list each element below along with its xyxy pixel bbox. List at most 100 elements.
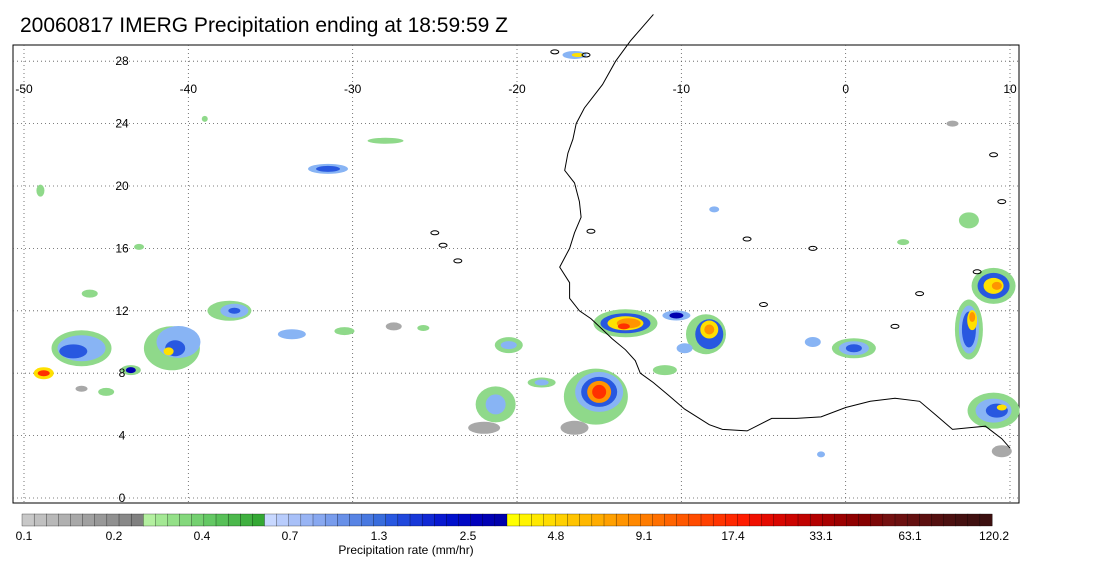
- colorbar-swatch: [858, 513, 872, 527]
- colorbar-swatch: [615, 513, 629, 527]
- colorbar-swatch: [640, 513, 653, 527]
- colorbar-swatch: [579, 513, 593, 527]
- precip-cell: [560, 420, 589, 435]
- colorbar-swatch: [518, 513, 532, 527]
- colorbar-swatch: [46, 513, 59, 527]
- precip-cell: [134, 243, 145, 250]
- colorbar-swatch: [58, 513, 71, 527]
- colorbar-swatch: [361, 513, 375, 527]
- colorbar-swatch: [434, 513, 447, 527]
- colorbar-swatch: [664, 513, 678, 527]
- longitude-label: -40: [180, 82, 198, 96]
- colorbar-swatch: [809, 513, 823, 527]
- precip-cell: [485, 394, 506, 415]
- colorbar-swatch: [82, 513, 96, 527]
- colorbar-swatch: [494, 513, 508, 527]
- island-outline: [759, 302, 768, 308]
- latitude-label: 12: [115, 304, 129, 318]
- longitude-label: -30: [344, 82, 362, 96]
- colorbar-swatch: [797, 513, 811, 527]
- colorbar-swatch: [385, 513, 399, 527]
- colorbar-swatch: [337, 513, 350, 527]
- colorbar-swatch: [943, 513, 957, 527]
- colorbar-swatch: [761, 513, 775, 527]
- precip-cell: [334, 327, 355, 336]
- colorbar-swatch: [470, 513, 484, 527]
- colorbar-swatch: [555, 513, 569, 527]
- colorbar-swatch: [712, 513, 726, 527]
- precip-cell: [845, 344, 862, 353]
- island-outline: [438, 242, 448, 248]
- precip-cell: [571, 52, 584, 57]
- colorbar-swatch: [421, 513, 435, 527]
- colorbar-swatch: [688, 513, 702, 527]
- precip-cell: [36, 184, 45, 197]
- colorbar-swatch: [822, 513, 835, 527]
- island-outline: [915, 291, 925, 297]
- colorbar-swatch: [179, 513, 193, 527]
- colorbar-swatch: [33, 513, 47, 527]
- colorbar-swatch: [167, 513, 181, 527]
- colorbar-tick-label: 2.5: [460, 529, 477, 543]
- colorbar-swatch: [531, 513, 544, 527]
- colorbar-tick-label: 9.1: [636, 529, 653, 543]
- island-outline: [430, 230, 440, 236]
- colorbar-swatch: [240, 513, 253, 527]
- colorbar-tick-label: 0.2: [106, 529, 123, 543]
- latitude-label: 24: [115, 117, 129, 131]
- precip-cell: [277, 329, 306, 340]
- colorbar-swatch: [882, 513, 896, 527]
- colorbar: [21, 513, 993, 527]
- colorbar-tick-label: 120.2: [979, 529, 1009, 543]
- precip-cell: [958, 212, 979, 229]
- colorbar-swatch: [106, 513, 120, 527]
- colorbar-swatch: [288, 513, 302, 527]
- colorbar-label: Precipitation rate (mm/hr): [338, 543, 473, 557]
- colorbar-swatch: [191, 513, 205, 527]
- colorbar-swatch: [846, 513, 860, 527]
- colorbar-swatch: [312, 513, 326, 527]
- precip-cell: [897, 239, 910, 246]
- colorbar-tick-label: 0.7: [282, 529, 299, 543]
- colorbar-swatch: [919, 513, 932, 527]
- precip-cell: [125, 367, 136, 374]
- precip-cell: [59, 344, 88, 359]
- latitude-label: 8: [119, 366, 126, 380]
- colorbar-swatch: [264, 513, 278, 527]
- island-outline: [550, 49, 560, 55]
- precip-cell: [996, 404, 1007, 411]
- colorbar-swatch: [785, 513, 799, 527]
- colorbar-swatch: [349, 513, 362, 527]
- precip-cell: [367, 137, 404, 144]
- colorbar-swatch: [252, 513, 265, 527]
- colorbar-swatch: [676, 513, 690, 527]
- precip-cell: [316, 165, 341, 172]
- colorbar-tick-label: 1.3: [371, 529, 388, 543]
- colorbar-swatch: [870, 513, 884, 527]
- precip-cell: [652, 365, 677, 376]
- precip-cell: [946, 120, 959, 127]
- precip-cell: [804, 337, 821, 347]
- coastline: [559, 14, 1011, 449]
- colorbar-swatch: [628, 513, 641, 527]
- colorbar-swatch: [834, 513, 847, 527]
- colorbar-tick-labels: 0.1 0.2 0.4 0.7 1.3 2.5 4.8 9.1 17.4 33.1 63.1 120.…: [16, 529, 1010, 543]
- colorbar-tick-label: 33.1: [809, 529, 833, 543]
- colorbar-tick-label: 17.4: [721, 529, 745, 543]
- precip-cell: [991, 445, 1012, 458]
- colorbar-tick-label: 63.1: [898, 529, 922, 543]
- latitude-label: 28: [115, 54, 129, 68]
- precip-cell: [37, 370, 50, 377]
- colorbar-swatch: [70, 513, 84, 527]
- colorbar-swatch: [155, 513, 168, 527]
- island-outline: [989, 152, 999, 158]
- colorbar-swatch: [373, 513, 387, 527]
- precip-cell: [669, 312, 684, 319]
- precip-cell: [704, 324, 715, 335]
- colorbar-swatch: [652, 513, 666, 527]
- colorbar-swatch: [143, 513, 156, 527]
- latitude-label: 0: [119, 491, 126, 505]
- precip-cell: [617, 323, 630, 330]
- precip-cell: [75, 385, 88, 392]
